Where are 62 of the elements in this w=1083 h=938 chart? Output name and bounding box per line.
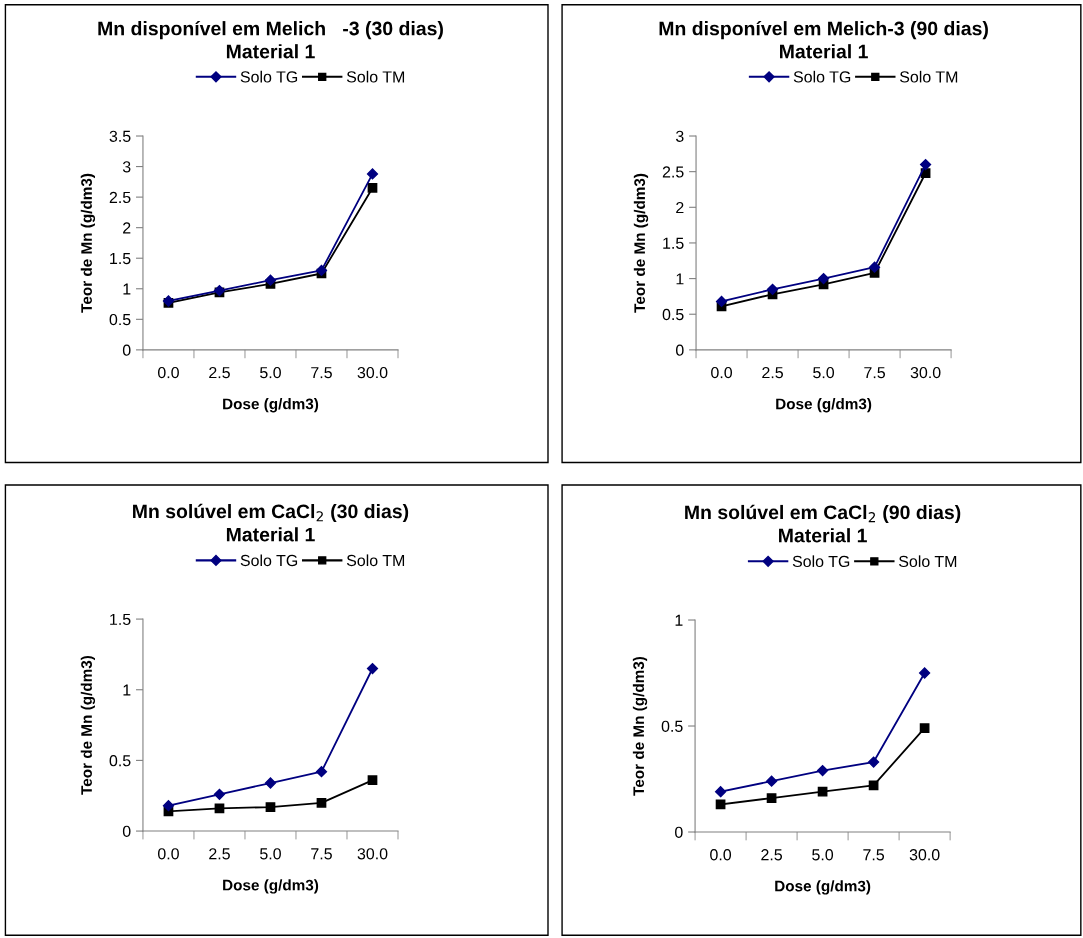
y-tick-label: 1 — [123, 684, 131, 696]
legend-label: Solo TM — [346, 70, 405, 83]
y-tick-label: 1 — [123, 283, 131, 295]
x-axis-title: Dose (g/dm3) — [775, 880, 871, 895]
x-axis-title: Dose (g/dm3) — [223, 879, 319, 894]
x-tick-label: 2.5 — [761, 849, 783, 861]
y-tick-label: 1 — [676, 273, 684, 285]
y-tick-label: 2.5 — [662, 166, 684, 178]
y-tick-label: 3 — [675, 130, 684, 142]
chart-title: Mn solúvel em CaCl$_{2}$ (90 dias) Material 1 — [685, 504, 961, 543]
chart-title: Mn solúvel em CaCl$_{2}$ (30 dias) Material 1 — [133, 503, 409, 542]
y-tick-label: 0 — [675, 826, 683, 838]
legend-label: Solo TG — [793, 70, 851, 83]
y-tick-label: 0 — [122, 344, 131, 356]
y-axis-title: Teor de Mn (g/dm3) — [80, 173, 96, 313]
x-tick-label: 30.0 — [909, 849, 940, 861]
legend-label: Solo TM — [899, 70, 958, 83]
x-tick-label: 7.5 — [311, 367, 332, 379]
y-tick-label: 3.5 — [109, 130, 131, 142]
x-tick-label: 0.0 — [710, 849, 732, 861]
legend-label: Solo TG — [792, 555, 850, 568]
y-tick-label: 1 — [675, 614, 683, 626]
x-tick-label: 30.0 — [910, 366, 941, 379]
x-tick-label: 0.0 — [157, 848, 179, 860]
chart-title: Mn disponível em Melich -3 (30 dias) Material 1 — [98, 20, 443, 59]
x-tick-label: 0.0 — [711, 366, 733, 379]
y-tick-label: 0 — [675, 344, 684, 356]
x-tick-label: 2.5 — [209, 366, 230, 379]
x-tick-label: 7.5 — [864, 367, 886, 379]
chart-title: Mn disponível em Melich-3 (90 dias) Material 1 — [659, 20, 988, 59]
y-tick-label: 2 — [676, 201, 684, 214]
legend-label: Solo TM — [899, 555, 957, 568]
y-axis-title: Teor de Mn (g/dm3) — [80, 655, 96, 795]
x-axis-title: Dose (g/dm3) — [223, 398, 319, 413]
y-axis-title: Teor de Mn (g/dm3) — [633, 173, 649, 313]
y-tick-label: 0.5 — [109, 755, 131, 767]
x-tick-label: 30.0 — [357, 366, 388, 379]
y-tick-label: 0.5 — [662, 308, 684, 321]
legend-label: Solo TG — [240, 554, 298, 567]
x-tick-label: 5.0 — [813, 366, 835, 379]
y-tick-label: 2.5 — [109, 191, 131, 204]
legend-label: Solo TM — [346, 554, 405, 567]
y-tick-label: 0 — [122, 825, 131, 838]
x-axis-title: Dose (g/dm3) — [776, 398, 872, 413]
y-tick-label: 0.5 — [109, 313, 131, 326]
y-tick-label: 0.5 — [661, 720, 683, 732]
x-tick-label: 5.0 — [812, 849, 834, 861]
x-tick-label: 7.5 — [311, 848, 332, 860]
y-axis-title: Teor de Mn (g/dm3) — [632, 656, 648, 796]
x-tick-label: 7.5 — [863, 849, 885, 861]
y-tick-label: 2 — [123, 222, 131, 234]
y-tick-label: 1.5 — [663, 237, 684, 249]
legend-label: Solo TG — [240, 70, 298, 83]
x-tick-label: 5.0 — [260, 848, 281, 860]
y-tick-label: 1.5 — [110, 253, 131, 265]
x-tick-label: 2.5 — [209, 848, 230, 860]
x-tick-label: 0.0 — [157, 366, 179, 379]
y-tick-label: 1.5 — [110, 613, 131, 626]
x-tick-label: 30.0 — [357, 848, 388, 860]
x-tick-label: 2.5 — [762, 366, 783, 379]
x-tick-label: 5.0 — [260, 366, 281, 379]
y-tick-label: 3 — [122, 161, 131, 173]
